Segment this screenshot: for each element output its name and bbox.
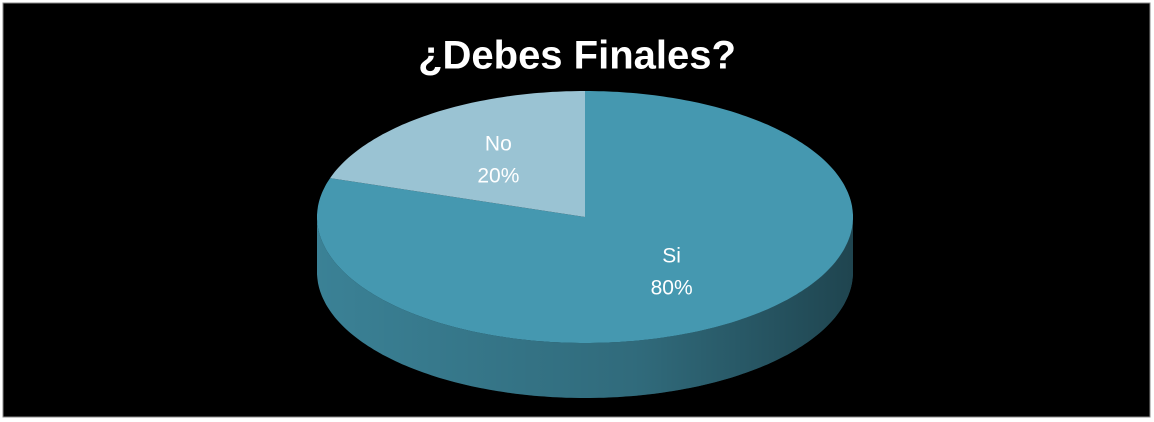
slice-value-label: 20% [477, 164, 519, 187]
pie-slice [330, 91, 585, 217]
slice-label: Si [662, 245, 681, 268]
chart-title: ¿Debes Finales? [418, 34, 736, 78]
pie-side-shade [317, 217, 853, 398]
slice-label: No [485, 132, 512, 155]
slice-value-label: 80% [651, 277, 693, 300]
